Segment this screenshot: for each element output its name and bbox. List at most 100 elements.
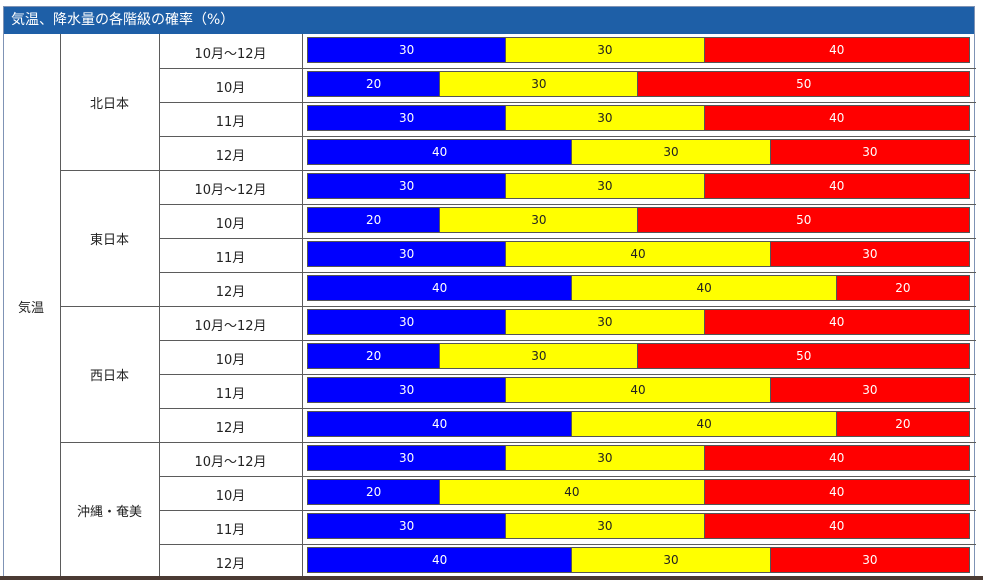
- above-normal-segment: 50: [638, 208, 969, 232]
- near-normal-segment: 30: [506, 310, 705, 334]
- below-normal-segment: 20: [308, 72, 441, 96]
- probability-bar: 30 30 40: [307, 309, 970, 335]
- row-divider: [60, 442, 976, 443]
- below-normal-segment: 20: [308, 480, 441, 504]
- probability-bar: 30 30 40: [307, 445, 970, 471]
- below-normal-segment: 30: [308, 446, 507, 470]
- table-title: 気温、降水量の各階級の確率（%）: [4, 7, 974, 34]
- probability-bar: 40 40 20: [307, 411, 970, 437]
- below-normal-segment: 30: [308, 310, 507, 334]
- near-normal-segment: 30: [440, 344, 639, 368]
- below-normal-segment: 30: [308, 106, 507, 130]
- month-label: 12月: [215, 557, 246, 572]
- below-normal-segment: 30: [308, 174, 507, 198]
- row-divider: [159, 204, 976, 205]
- near-normal-segment: 30: [506, 174, 705, 198]
- near-normal-segment: 40: [440, 480, 705, 504]
- above-normal-segment: 30: [770, 378, 969, 402]
- month-label: 10月: [215, 81, 246, 96]
- region-label: 北日本: [90, 97, 130, 112]
- row-divider: [159, 68, 976, 69]
- probability-bar: 30 40 30: [307, 377, 970, 403]
- row-divider: [159, 340, 976, 341]
- bottom-border: [0, 576, 983, 580]
- row-divider: [159, 136, 976, 137]
- probability-bar: 30 40 30: [307, 241, 970, 267]
- below-normal-segment: 40: [308, 412, 573, 436]
- below-normal-segment: 30: [308, 242, 507, 266]
- probability-bar: 40 30 30: [307, 547, 970, 573]
- probability-bar: 30 30 40: [307, 37, 970, 63]
- month-label: 10月～12月: [194, 455, 267, 470]
- below-normal-segment: 20: [308, 344, 441, 368]
- month-label: 11月: [215, 251, 246, 266]
- above-normal-segment: 40: [704, 514, 969, 538]
- row-divider: [159, 476, 976, 477]
- probability-bar: 20 40 40: [307, 479, 970, 505]
- month-label: 12月: [215, 149, 246, 164]
- month-label: 10月: [215, 217, 246, 232]
- near-normal-segment: 30: [506, 514, 705, 538]
- probability-bar: 30 30 40: [307, 105, 970, 131]
- month-label: 10月: [215, 489, 246, 504]
- below-normal-segment: 30: [308, 378, 507, 402]
- near-normal-segment: 40: [572, 276, 837, 300]
- row-divider: [159, 102, 976, 103]
- near-normal-segment: 30: [572, 548, 771, 572]
- row-divider: [60, 170, 976, 171]
- below-normal-segment: 40: [308, 548, 573, 572]
- below-normal-segment: 40: [308, 140, 573, 164]
- month-label: 10月～12月: [194, 183, 267, 198]
- near-normal-segment: 30: [506, 38, 705, 62]
- below-normal-segment: 20: [308, 208, 441, 232]
- region-label: 沖縄・奄美: [77, 505, 143, 520]
- above-normal-segment: 50: [638, 72, 969, 96]
- above-normal-segment: 40: [704, 106, 969, 130]
- near-normal-segment: 30: [572, 140, 771, 164]
- row-divider: [159, 510, 976, 511]
- month-label: 10月～12月: [194, 319, 267, 334]
- region-label: 西日本: [90, 369, 130, 384]
- probability-table: 気温、降水量の各階級の確率（%） 気温 北日本 10月～12月 30 30 40 10月 20…: [3, 6, 976, 578]
- row-divider: [159, 408, 976, 409]
- row-divider: [60, 306, 976, 307]
- month-label: 12月: [215, 285, 246, 300]
- above-normal-segment: 20: [836, 412, 969, 436]
- month-label: 10月: [215, 353, 246, 368]
- near-normal-segment: 30: [506, 446, 705, 470]
- region-label: 東日本: [90, 233, 130, 248]
- probability-bar: 20 30 50: [307, 207, 970, 233]
- above-normal-segment: 50: [638, 344, 969, 368]
- below-normal-segment: 40: [308, 276, 573, 300]
- above-normal-segment: 40: [704, 38, 969, 62]
- above-normal-segment: 30: [770, 548, 969, 572]
- near-normal-segment: 30: [506, 106, 705, 130]
- above-normal-segment: 40: [704, 446, 969, 470]
- probability-bar: 30 30 40: [307, 513, 970, 539]
- probability-bar: 20 30 50: [307, 343, 970, 369]
- below-normal-segment: 30: [308, 514, 507, 538]
- row-divider: [159, 544, 976, 545]
- near-normal-segment: 30: [440, 208, 639, 232]
- probability-bar: 40 30 30: [307, 139, 970, 165]
- month-label: 11月: [215, 387, 246, 402]
- month-label: 10月～12月: [194, 47, 267, 62]
- probability-bar: 20 30 50: [307, 71, 970, 97]
- row-divider: [159, 238, 976, 239]
- near-normal-segment: 40: [506, 378, 771, 402]
- probability-bar: 40 40 20: [307, 275, 970, 301]
- near-normal-segment: 30: [440, 72, 639, 96]
- element-label: 気温: [18, 301, 45, 316]
- row-divider: [159, 272, 976, 273]
- above-normal-segment: 40: [704, 480, 969, 504]
- above-normal-segment: 30: [770, 140, 969, 164]
- below-normal-segment: 30: [308, 38, 507, 62]
- near-normal-segment: 40: [572, 412, 837, 436]
- above-normal-segment: 40: [704, 174, 969, 198]
- row-divider: [159, 374, 976, 375]
- above-normal-segment: 30: [770, 242, 969, 266]
- month-label: 11月: [215, 523, 246, 538]
- month-label: 11月: [215, 115, 246, 130]
- near-normal-segment: 40: [506, 242, 771, 266]
- month-label: 12月: [215, 421, 246, 436]
